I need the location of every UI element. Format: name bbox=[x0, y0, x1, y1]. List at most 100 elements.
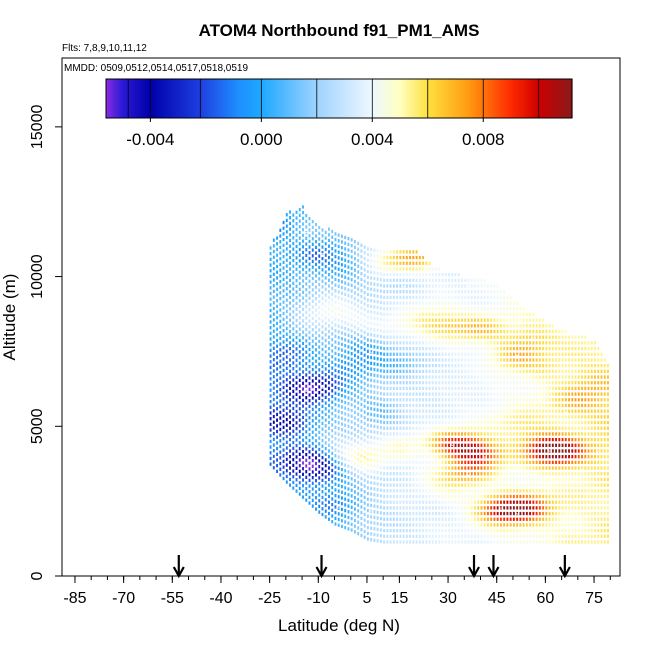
heatmap-cell bbox=[318, 299, 321, 304]
heatmap-cell bbox=[574, 392, 577, 396]
heatmap-cell bbox=[318, 260, 321, 264]
heatmap-cell bbox=[405, 517, 408, 521]
heatmap-cell bbox=[548, 324, 551, 328]
heatmap-cell bbox=[308, 262, 311, 266]
heatmap-cell bbox=[535, 318, 538, 322]
heatmap-cell bbox=[353, 450, 356, 454]
heatmap-cell bbox=[383, 329, 386, 334]
heatmap-cell bbox=[383, 358, 386, 362]
heatmap-cell bbox=[597, 420, 600, 425]
heatmap-cell bbox=[412, 534, 415, 538]
heatmap-cell bbox=[454, 403, 457, 408]
heatmap-cell bbox=[376, 300, 379, 304]
heatmap-cell bbox=[519, 437, 522, 442]
heatmap-cell bbox=[490, 386, 493, 391]
heatmap-cell bbox=[467, 278, 470, 282]
heatmap-cell bbox=[269, 331, 272, 335]
heatmap-cell bbox=[402, 540, 405, 544]
heatmap-cell bbox=[334, 232, 337, 236]
heatmap-cell bbox=[451, 432, 454, 436]
heatmap-cell bbox=[444, 290, 447, 294]
heatmap-cell bbox=[363, 325, 366, 329]
heatmap-cell bbox=[558, 369, 561, 373]
heatmap-cell bbox=[535, 528, 538, 533]
heatmap-cell bbox=[366, 326, 369, 331]
heatmap-cell bbox=[516, 375, 519, 379]
heatmap-cell bbox=[405, 466, 408, 470]
heatmap-cell bbox=[581, 432, 583, 436]
heatmap-cell bbox=[308, 387, 311, 391]
heatmap-cell bbox=[318, 385, 321, 389]
heatmap-cell bbox=[415, 477, 418, 482]
heatmap-cell bbox=[448, 341, 450, 345]
heatmap-cell bbox=[386, 295, 389, 300]
heatmap-cell bbox=[298, 390, 301, 394]
heatmap-cell bbox=[486, 540, 489, 544]
heatmap-cell bbox=[409, 261, 412, 265]
heatmap-cell bbox=[435, 301, 437, 305]
heatmap-cell bbox=[444, 528, 447, 533]
heatmap-cell bbox=[457, 472, 460, 476]
heatmap-cell bbox=[555, 506, 558, 510]
heatmap-cell bbox=[318, 345, 321, 349]
heatmap-cell bbox=[457, 489, 460, 493]
heatmap-cell bbox=[555, 517, 558, 521]
heatmap-cell bbox=[594, 449, 596, 453]
heatmap-cell bbox=[399, 489, 402, 493]
heatmap-cell bbox=[324, 293, 327, 297]
heatmap-cell bbox=[512, 358, 515, 362]
heatmap-cell bbox=[600, 443, 603, 447]
heatmap-cell bbox=[305, 276, 308, 280]
heatmap-cell bbox=[376, 442, 379, 446]
heatmap-cell bbox=[276, 350, 279, 354]
heatmap-cell bbox=[444, 455, 447, 459]
heatmap-cell bbox=[321, 461, 324, 465]
heatmap-cell bbox=[444, 472, 447, 476]
heatmap-cell bbox=[376, 254, 379, 259]
heatmap-cell bbox=[477, 483, 480, 487]
heatmap-cell bbox=[490, 528, 493, 533]
heatmap-cell bbox=[493, 477, 496, 482]
heatmap-cell bbox=[298, 361, 301, 365]
heatmap-cell bbox=[311, 464, 314, 468]
heatmap-cell bbox=[376, 436, 379, 441]
heatmap-cell bbox=[438, 506, 441, 510]
heatmap-cell bbox=[516, 335, 519, 339]
heatmap-cell bbox=[584, 517, 587, 521]
heatmap-cell bbox=[285, 469, 288, 473]
heatmap-cell bbox=[305, 361, 308, 366]
heatmap-cell bbox=[415, 369, 418, 373]
heatmap-cell bbox=[353, 314, 356, 318]
heatmap-cell bbox=[584, 443, 587, 447]
heatmap-cell bbox=[422, 278, 424, 282]
heatmap-cell bbox=[529, 346, 532, 351]
heatmap-cell bbox=[363, 438, 366, 443]
heatmap-cell bbox=[363, 461, 366, 465]
heatmap-cell bbox=[512, 415, 515, 419]
heatmap-cell bbox=[363, 416, 366, 420]
heatmap-cell bbox=[561, 443, 564, 447]
heatmap-cell bbox=[344, 298, 347, 302]
heatmap-cell bbox=[532, 420, 535, 425]
heatmap-cell bbox=[444, 335, 447, 339]
heatmap-cell bbox=[370, 526, 373, 530]
heatmap-cell bbox=[289, 455, 291, 459]
heatmap-cell bbox=[448, 517, 450, 521]
heatmap-cell bbox=[344, 417, 347, 422]
heatmap-cell bbox=[551, 364, 554, 368]
heatmap-cell bbox=[477, 358, 480, 362]
heatmap-cell bbox=[282, 237, 285, 242]
heatmap-cell bbox=[558, 352, 561, 356]
heatmap-cell bbox=[535, 449, 538, 453]
heatmap-cell bbox=[584, 523, 587, 527]
heatmap-cell bbox=[272, 289, 275, 294]
heatmap-cell bbox=[538, 420, 541, 425]
heatmap-cell bbox=[464, 523, 467, 527]
heatmap-cell bbox=[503, 358, 506, 362]
heatmap-cell bbox=[490, 500, 493, 504]
heatmap-cell bbox=[418, 312, 421, 317]
heatmap-cell bbox=[542, 506, 545, 510]
colorbar-segment bbox=[313, 79, 317, 118]
heatmap-cell bbox=[607, 409, 609, 413]
heatmap-cell bbox=[512, 449, 515, 453]
